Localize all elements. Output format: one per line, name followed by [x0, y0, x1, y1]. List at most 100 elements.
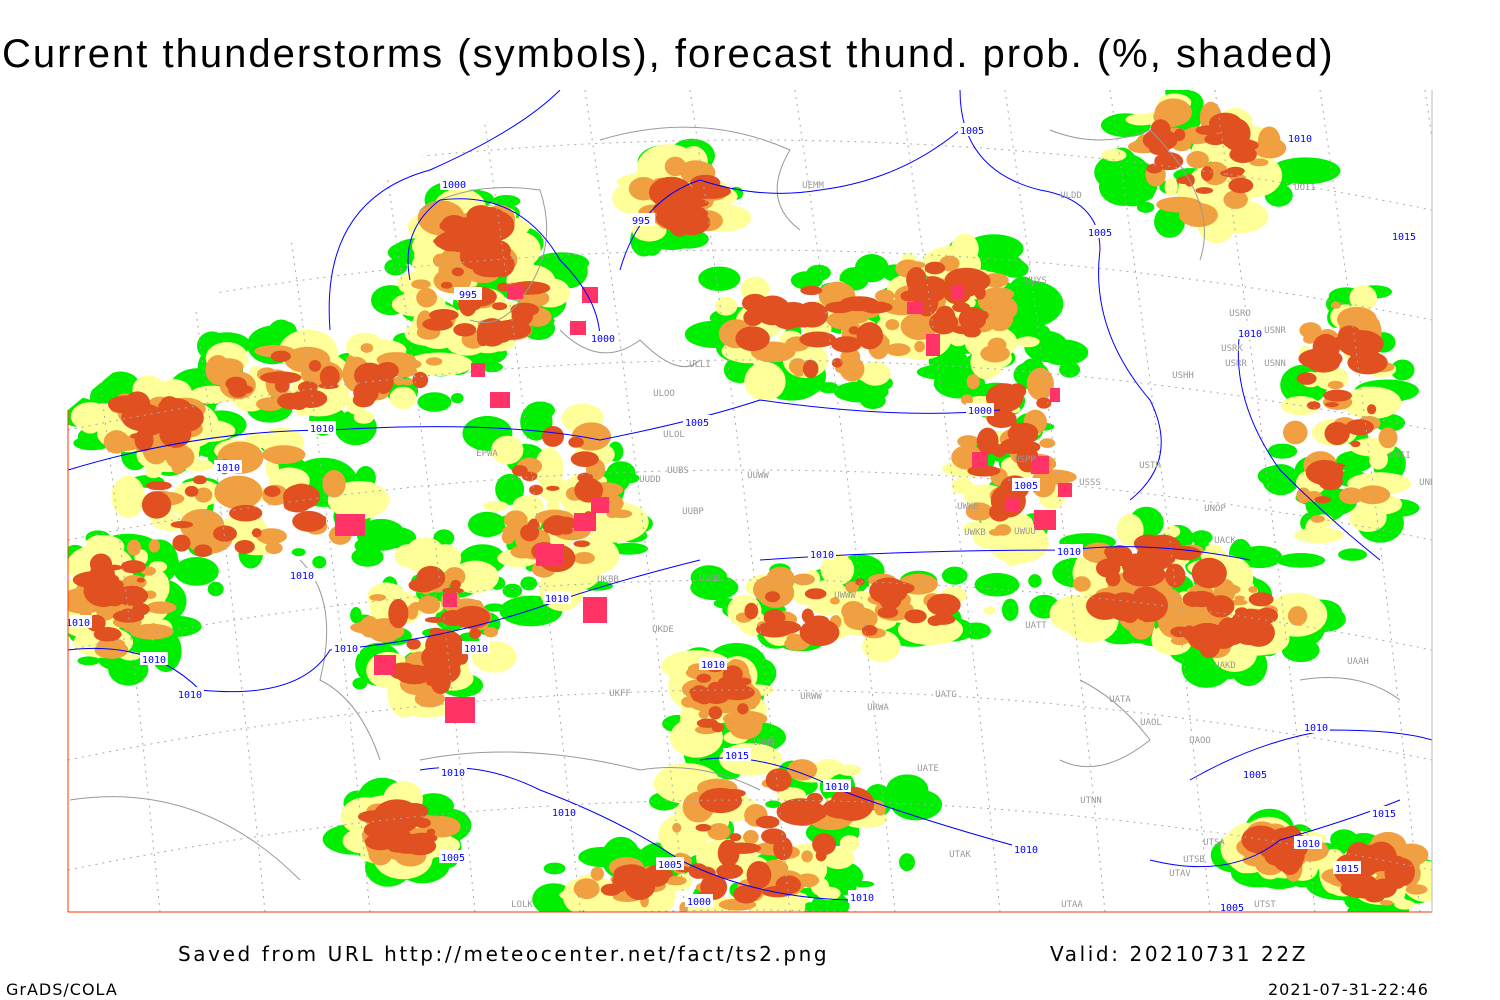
isobar-label-bg: [1294, 836, 1322, 849]
probability-blob: [354, 538, 376, 553]
station-label: UATT: [1025, 621, 1047, 631]
probability-blob: [1217, 628, 1245, 646]
probability-blob: [950, 233, 979, 265]
probability-blob: [1374, 414, 1406, 432]
isobar-label-bg: [176, 687, 204, 700]
probability-blob: [546, 485, 560, 491]
probability-blob: [170, 521, 194, 529]
station-label: UUBP: [682, 507, 704, 517]
station-label: UWWW: [834, 591, 856, 601]
probability-blob: [408, 578, 437, 593]
probability-blob: [308, 359, 322, 372]
probability-blob: [1139, 605, 1154, 623]
isobar-line: [68, 399, 1001, 471]
probability-blob: [359, 615, 380, 638]
probability-blob: [93, 627, 122, 642]
probability-blob: [965, 502, 993, 521]
probability-blob: [1318, 472, 1343, 491]
probability-blob: [1390, 359, 1415, 381]
probability-blob: [1405, 884, 1428, 895]
probability-blob: [729, 833, 742, 842]
probability-blob: [469, 628, 482, 639]
probability-blob: [802, 359, 819, 379]
station-label: UTST: [1254, 900, 1276, 910]
probability-blob: [1340, 310, 1357, 320]
isobar-line: [328, 90, 561, 331]
thunderstorm-symbol: [536, 544, 564, 566]
isobar-label: 1005: [1014, 481, 1038, 492]
station-label: URWA: [867, 703, 889, 713]
probability-blob: [690, 565, 728, 590]
probability-blob: [87, 589, 104, 602]
isobar-label: 1005: [441, 853, 465, 864]
probability-blob: [89, 560, 115, 589]
probability-blob: [1125, 113, 1158, 126]
isobar-label-bg: [68, 615, 92, 628]
probability-blob: [994, 524, 1012, 536]
station-label: UWKE: [957, 502, 979, 512]
probability-blob: [1179, 202, 1218, 228]
isobar-label-bg: [1390, 229, 1418, 242]
thunderstorm-symbol: [507, 285, 523, 299]
probability-blob: [668, 210, 691, 237]
probability-blob: [417, 595, 441, 614]
probability-blob: [1136, 201, 1155, 213]
probability-blob: [239, 385, 253, 394]
probability-blob: [1200, 166, 1214, 182]
probability-blob: [1055, 343, 1076, 368]
probability-blob: [744, 361, 786, 402]
station-label: UOII: [1294, 183, 1316, 193]
probability-blob: [606, 510, 619, 519]
probability-blob: [568, 436, 584, 448]
probability-blob: [126, 539, 142, 556]
parallel-line: [68, 469, 1432, 541]
probability-blob: [1299, 322, 1322, 339]
isobar-label: 1015: [725, 751, 749, 762]
isobar-label: 1005: [1088, 228, 1112, 239]
station-label: URMM: [753, 738, 775, 748]
probability-blob: [1001, 598, 1019, 622]
thunderstorm-symbol: [445, 697, 475, 723]
probability-blob: [1324, 421, 1350, 446]
probability-blob: [924, 261, 946, 275]
probability-blob: [806, 792, 823, 805]
probability-blob: [755, 815, 780, 829]
probability-blob: [1191, 557, 1227, 589]
isobar-label: 1005: [658, 860, 682, 871]
isobar-label: 1010: [1057, 547, 1081, 558]
probability-blob: [801, 850, 813, 863]
probability-blob: [1330, 301, 1342, 309]
probability-blob: [991, 444, 1008, 458]
probability-blob: [430, 817, 445, 832]
probability-blob: [229, 504, 263, 522]
meridian-line: [1424, 90, 1432, 912]
probability-blob: [312, 555, 327, 569]
probability-blob: [1276, 553, 1326, 568]
probability-blob: [788, 358, 807, 375]
probability-blob: [292, 510, 327, 532]
probability-blob: [966, 374, 980, 390]
probability-blob: [1085, 592, 1124, 620]
thunderstorm-symbol: [443, 593, 457, 607]
probability-blob: [1347, 351, 1388, 375]
isobar-label: 1005: [1243, 770, 1267, 781]
isobar-label: 1010: [701, 660, 725, 671]
probability-blob: [804, 588, 827, 600]
isobar-label: 1005: [685, 418, 709, 429]
isobar-label: 1015: [1372, 809, 1396, 820]
isobar-label: 1010: [290, 571, 314, 582]
probability-blob: [688, 863, 708, 879]
meridian-line: [1214, 90, 1316, 912]
station-label: UEMM: [802, 181, 824, 191]
probability-blob: [1204, 133, 1227, 146]
probability-blob: [136, 577, 145, 583]
probability-blob: [414, 817, 431, 828]
thunderstorm-symbol: [1031, 456, 1049, 474]
probability-blob: [746, 860, 772, 889]
station-label: UTSA: [1203, 838, 1225, 848]
probability-blob: [874, 802, 886, 816]
station-label: UTAV: [1169, 869, 1191, 879]
probability-blob: [145, 481, 172, 491]
probability-blob: [1307, 353, 1341, 373]
probability-blob: [927, 615, 943, 627]
